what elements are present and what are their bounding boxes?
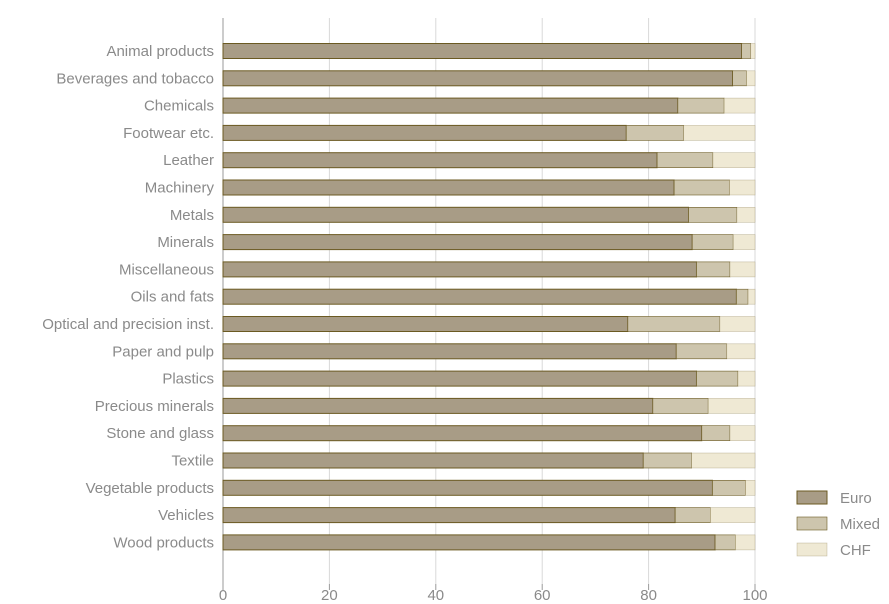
bar-euro-11: [222, 343, 677, 360]
category-label-0: Animal products: [106, 43, 214, 60]
x-tick-label-80: 80: [640, 587, 657, 604]
category-label-3: Footwear etc.: [123, 125, 214, 142]
bar-chf-0: [750, 43, 756, 59]
x-tick-label-0: 0: [219, 587, 227, 604]
x-axis: 0 20 40 60 80 100: [219, 584, 768, 604]
bar-euro-16: [222, 479, 713, 496]
bar-chf-6: [736, 207, 756, 223]
category-label-13: Precious minerals: [95, 398, 214, 415]
bar-mixed-5: [673, 179, 730, 196]
bar-mixed-0: [741, 43, 752, 59]
bar-mixed-11: [675, 343, 728, 360]
x-tick-label-40: 40: [427, 587, 444, 604]
bar-mixed-4: [656, 152, 714, 168]
bar-euro-13: [222, 397, 654, 414]
category-label-5: Machinery: [145, 180, 215, 197]
bar-mixed-16: [712, 479, 746, 496]
bar-euro-6: [222, 206, 689, 223]
bar-chf-5: [729, 179, 756, 196]
legend-label-euro: Euro: [840, 490, 872, 507]
category-label-1: Beverages and tobacco: [56, 70, 214, 87]
category-label-7: Minerals: [157, 234, 214, 251]
category-label-18: Wood products: [113, 534, 214, 551]
bar-chf-7: [732, 234, 756, 250]
category-label-15: Textile: [171, 453, 214, 470]
bar-chf-10: [719, 316, 756, 332]
bar-euro-9: [222, 288, 737, 305]
bar-mixed-7: [691, 234, 734, 250]
bar-euro-12: [222, 370, 697, 387]
bar-euro-8: [222, 261, 697, 278]
legend-label-mixed: Mixed: [840, 516, 880, 533]
legend-swatch-mixed: [796, 516, 828, 531]
bar-mixed-10: [627, 316, 721, 332]
bar-chf-4: [712, 152, 756, 168]
bar-euro-2: [222, 97, 679, 114]
bar-euro-0: [222, 43, 743, 59]
bar-chf-3: [683, 125, 756, 141]
bar-chf-8: [729, 261, 756, 278]
category-label-12: Plastics: [162, 371, 214, 388]
bar-mixed-12: [696, 370, 739, 387]
bar-euro-7: [222, 234, 693, 251]
bar-mixed-8: [696, 261, 731, 278]
bar-mixed-1: [732, 70, 747, 87]
bar-euro-3: [222, 124, 627, 141]
x-tick-label-20: 20: [321, 587, 338, 604]
bar-chf-12: [737, 370, 756, 387]
bar-mixed-17: [674, 507, 711, 523]
category-label-9: Oils and fats: [131, 289, 214, 306]
legend-swatch-chf: [796, 542, 828, 557]
bar-euro-1: [222, 70, 734, 87]
legend: Euro Mixed CHF: [796, 490, 880, 559]
bar-mixed-2: [677, 97, 725, 114]
bar-chf-1: [746, 70, 756, 87]
category-label-2: Chemicals: [144, 98, 214, 115]
bar-mixed-18: [714, 534, 736, 551]
bar-mixed-9: [736, 288, 749, 305]
bar-chf-13: [707, 398, 756, 414]
category-label-11: Paper and pulp: [112, 343, 214, 360]
bar-mixed-3: [625, 125, 685, 141]
bar-chf-16: [745, 479, 756, 496]
bar-mixed-13: [652, 398, 709, 414]
x-tick-label-100: 100: [742, 587, 767, 604]
bar-chf-2: [723, 97, 756, 114]
bars: [222, 43, 756, 551]
x-tick-label-60: 60: [534, 587, 551, 604]
bar-euro-4: [222, 152, 658, 169]
bar-chf-17: [710, 507, 756, 523]
category-label-14: Stone and glass: [106, 425, 214, 442]
bar-euro-15: [222, 452, 644, 469]
category-label-8: Miscellaneous: [119, 261, 214, 278]
category-label-10: Optical and precision inst.: [42, 316, 214, 333]
bar-chf-15: [691, 452, 756, 469]
bar-mixed-15: [642, 452, 692, 469]
bar-chf-9: [747, 288, 756, 305]
category-label-4: Leather: [163, 152, 214, 169]
bar-euro-5: [222, 179, 675, 196]
bar-chf-14: [729, 425, 756, 442]
bar-euro-14: [222, 425, 703, 442]
bar-mixed-14: [701, 425, 731, 442]
category-label-17: Vehicles: [158, 507, 214, 524]
category-label-16: Vegetable products: [86, 480, 214, 497]
bar-euro-18: [222, 534, 716, 551]
category-label-6: Metals: [170, 207, 214, 224]
bar-euro-10: [222, 316, 629, 332]
legend-swatch-euro: [796, 490, 828, 505]
legend-label-chf: CHF: [840, 542, 871, 559]
bar-mixed-6: [688, 207, 738, 223]
bar-euro-17: [222, 507, 676, 524]
category-labels: Animal products Beverages and tobacco Chem…: [42, 43, 214, 551]
bar-chf-18: [735, 534, 756, 551]
bar-chf-11: [726, 343, 756, 360]
